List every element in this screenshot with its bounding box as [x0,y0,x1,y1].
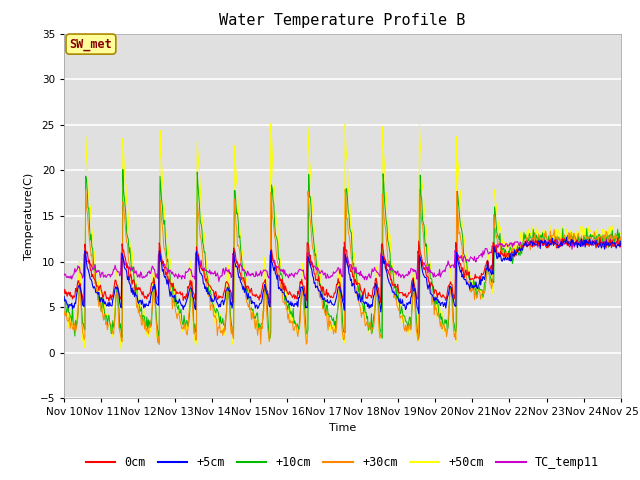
Y-axis label: Temperature(C): Temperature(C) [24,172,34,260]
X-axis label: Time: Time [329,423,356,433]
Text: SW_met: SW_met [70,37,112,50]
Legend: 0cm, +5cm, +10cm, +30cm, +50cm, TC_temp11: 0cm, +5cm, +10cm, +30cm, +50cm, TC_temp1… [81,452,604,474]
Title: Water Temperature Profile B: Water Temperature Profile B [220,13,465,28]
